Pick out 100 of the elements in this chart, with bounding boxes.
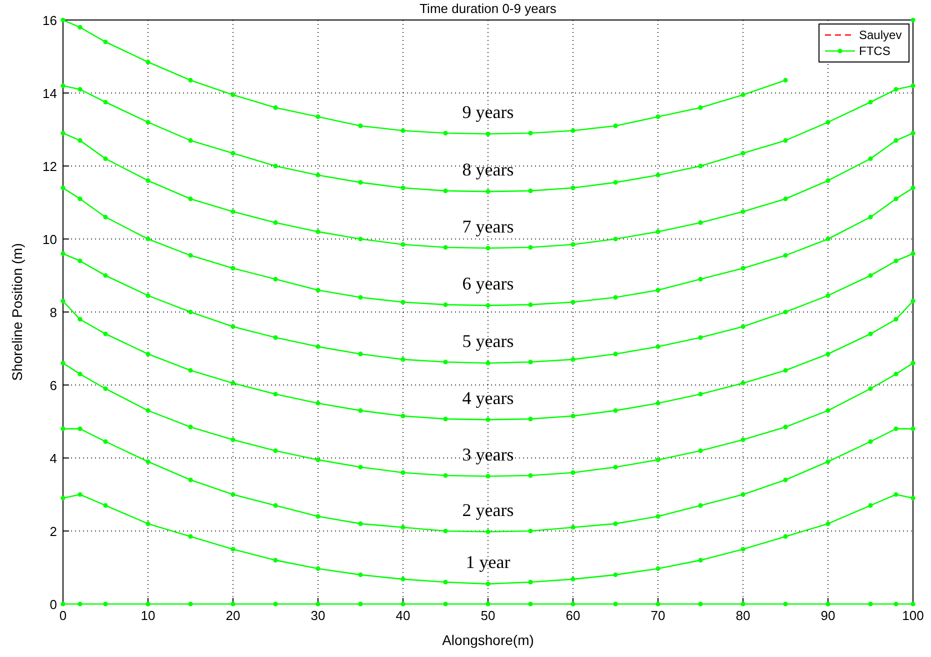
x-tick-label: 70 xyxy=(650,608,666,623)
x-tick-label: 90 xyxy=(820,608,836,623)
y-tick-label: 4 xyxy=(50,451,57,466)
point xyxy=(400,576,406,582)
annotation: 6 years xyxy=(462,274,514,294)
annotation: 1 year xyxy=(466,552,510,572)
point xyxy=(486,360,490,366)
point xyxy=(316,172,320,178)
point xyxy=(103,439,108,444)
point xyxy=(613,602,618,606)
point xyxy=(78,87,82,92)
point xyxy=(273,276,278,282)
point xyxy=(910,130,916,136)
point xyxy=(60,186,66,190)
point xyxy=(273,220,278,225)
point xyxy=(698,558,703,562)
point xyxy=(443,580,448,584)
point xyxy=(740,266,746,270)
y-axis-title: Shoreline Position (m) xyxy=(9,243,25,381)
point xyxy=(783,310,788,314)
point xyxy=(868,386,873,391)
annotation: 8 years xyxy=(462,160,514,180)
point xyxy=(230,150,236,156)
point xyxy=(570,186,576,190)
point xyxy=(103,156,108,161)
point xyxy=(868,214,873,220)
point xyxy=(698,276,703,282)
point xyxy=(230,380,236,386)
point xyxy=(273,392,278,396)
point xyxy=(146,60,150,64)
point xyxy=(316,514,320,519)
point xyxy=(528,528,533,534)
point xyxy=(230,266,236,270)
point xyxy=(910,186,916,190)
x-tick-label: 40 xyxy=(396,608,410,623)
point xyxy=(146,293,150,298)
point xyxy=(698,503,703,508)
point xyxy=(486,602,490,606)
point xyxy=(486,189,490,194)
point xyxy=(188,310,193,314)
point xyxy=(486,582,490,586)
y-tick-label: 2 xyxy=(50,524,57,539)
point xyxy=(146,602,150,606)
point xyxy=(570,602,576,606)
point xyxy=(358,236,363,242)
point xyxy=(783,534,788,539)
point xyxy=(273,602,278,606)
point xyxy=(146,236,150,242)
x-tick-label: 100 xyxy=(902,608,924,623)
point xyxy=(146,408,150,413)
point xyxy=(528,602,533,606)
y-tick-label: 14 xyxy=(42,86,57,101)
point xyxy=(60,298,66,304)
point xyxy=(783,138,788,143)
point xyxy=(78,258,82,264)
point xyxy=(656,458,660,462)
point xyxy=(188,196,193,202)
point xyxy=(103,503,108,508)
point xyxy=(103,214,108,220)
point xyxy=(146,521,150,526)
point xyxy=(894,426,898,432)
y-tick-label: 6 xyxy=(50,378,57,393)
point xyxy=(783,424,788,430)
y-tick-label: 16 xyxy=(42,13,57,28)
point xyxy=(698,335,703,340)
point xyxy=(656,114,660,120)
point xyxy=(316,458,320,462)
point xyxy=(613,572,618,578)
point xyxy=(740,380,746,386)
point xyxy=(358,521,363,526)
point xyxy=(910,602,916,606)
point xyxy=(60,496,66,500)
point xyxy=(698,105,703,110)
point xyxy=(103,100,108,104)
point xyxy=(740,492,746,497)
point xyxy=(486,417,490,422)
point xyxy=(188,478,193,482)
point xyxy=(188,534,193,539)
point xyxy=(894,196,898,202)
point xyxy=(400,414,406,418)
point xyxy=(783,478,788,482)
point xyxy=(230,437,236,442)
point xyxy=(60,18,66,22)
point xyxy=(894,602,898,606)
point xyxy=(826,408,830,413)
point xyxy=(528,360,533,364)
point xyxy=(868,156,873,161)
point xyxy=(230,546,236,552)
point xyxy=(78,426,82,432)
point xyxy=(656,400,660,406)
point xyxy=(826,459,830,464)
point xyxy=(358,180,363,185)
point xyxy=(613,521,618,526)
point xyxy=(188,368,193,373)
point xyxy=(698,392,703,396)
point xyxy=(103,40,108,44)
x-tick-label: 60 xyxy=(566,608,580,623)
point xyxy=(570,414,576,418)
point xyxy=(316,114,320,120)
point xyxy=(60,130,66,136)
